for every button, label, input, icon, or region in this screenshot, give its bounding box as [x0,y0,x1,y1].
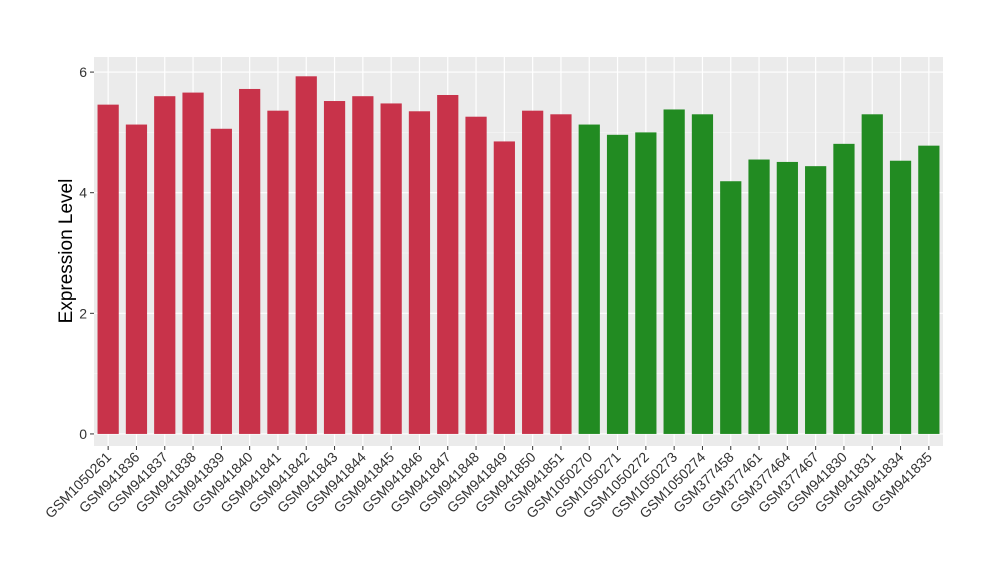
bar [408,111,431,434]
bar [805,166,827,434]
bar [522,110,544,434]
y-axis: 0 2 4 6 [79,64,94,442]
bar [889,160,912,434]
bar [606,134,629,434]
bar [97,104,119,434]
bar [635,132,657,434]
bar [352,96,374,434]
x-axis: GSM1050261GSM941836GSM941837GSM941838GSM… [42,446,935,521]
bar [493,141,515,434]
y-tick-label: 6 [79,64,87,80]
bar [776,161,798,434]
bar [125,124,148,434]
bar [295,76,317,434]
bar [267,110,289,434]
bar [663,109,685,434]
bar [239,88,261,434]
bar [748,159,770,434]
plot-panel [94,57,943,446]
bar [833,143,855,434]
bar [720,181,742,434]
y-tick-label: 2 [79,305,87,321]
bar [182,92,204,434]
bar [323,101,346,434]
bar [861,114,883,434]
bar [154,96,176,434]
bar [465,116,487,434]
bar [691,114,714,434]
bar [210,128,232,434]
y-axis-title: Expression Level [56,179,77,324]
bar [380,103,402,434]
bar [437,94,459,434]
y-tick-label: 0 [79,426,87,442]
bar [918,145,940,434]
bar [578,124,600,434]
bars [97,76,940,434]
y-tick-label: 4 [79,185,87,201]
bar [550,114,572,434]
